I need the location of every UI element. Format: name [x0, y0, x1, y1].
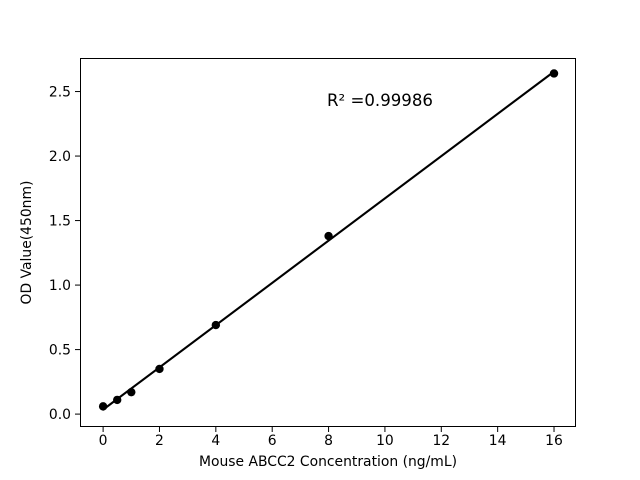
data-point — [211, 320, 221, 330]
data-point — [127, 387, 136, 397]
x-tick-label: 4 — [211, 433, 220, 449]
y-tick-label: 2.5 — [49, 85, 71, 101]
data-point — [98, 402, 108, 411]
data-point — [324, 231, 333, 241]
y-tick-label: 1.0 — [49, 278, 71, 294]
trend-line — [102, 70, 556, 411]
data-point — [155, 364, 164, 374]
x-tick-label: 12 — [432, 433, 450, 449]
y-tick-label: 0.5 — [49, 343, 71, 359]
x-tick-label: 2 — [155, 433, 164, 449]
x-axis-label: Mouse ABCC2 Concentration (ng/mL) — [199, 454, 457, 470]
data-point — [113, 395, 122, 405]
y-tick-label: 2.0 — [49, 149, 71, 165]
x-tick-label: 16 — [545, 433, 563, 449]
y-tick-label: 0.0 — [49, 407, 71, 423]
plot-layer: 0 2 4 6 8 10 12 14 16 0.0 0.5 1.0 1.5 2.0 2.5 — [49, 58, 576, 449]
x-tick-label: 14 — [489, 433, 507, 449]
y-axis-label: OD Value(450nm) — [19, 181, 35, 305]
r-squared-annotation: R² =0.99986 — [327, 91, 433, 110]
x-tick-label: 6 — [268, 433, 277, 449]
data-point — [549, 69, 559, 78]
y-tick-label: 1.5 — [49, 214, 71, 230]
plot-area-border — [80, 58, 576, 427]
x-tick-label: 8 — [324, 433, 333, 449]
x-tick-label: 10 — [376, 433, 394, 449]
x-tick-label: 0 — [99, 433, 108, 449]
